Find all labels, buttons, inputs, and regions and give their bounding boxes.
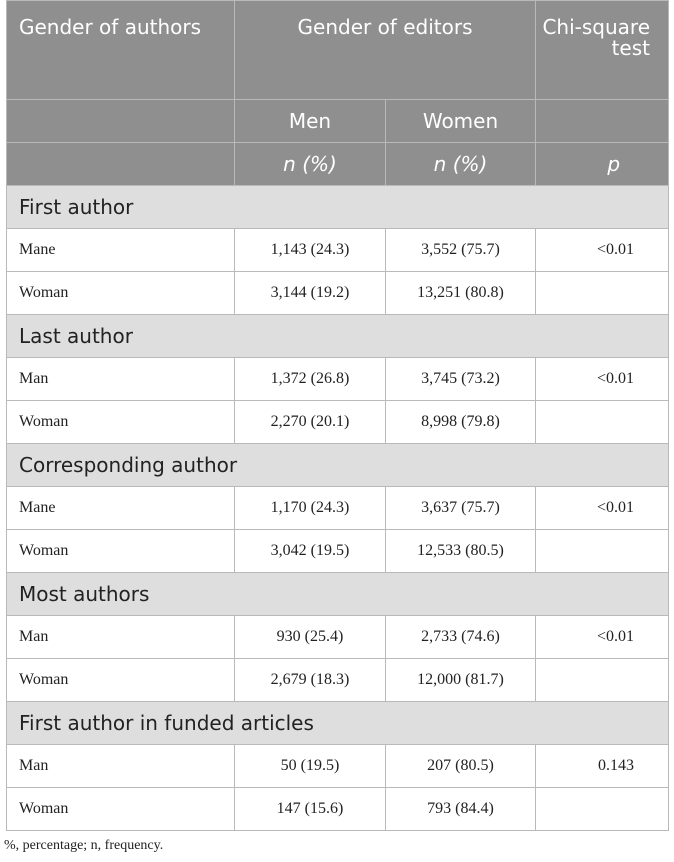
header-gender-of-editors: Gender of editors <box>233 0 537 100</box>
cell-women: 3,637 (75.7) <box>384 486 537 530</box>
header-n-pct-women: n (%) <box>384 142 537 186</box>
header-blank <box>6 142 235 186</box>
header-n-pct-men: n (%) <box>234 142 386 186</box>
row-label: Man <box>6 357 235 401</box>
cell-women: 3,745 (73.2) <box>384 357 537 401</box>
section-title: Corresponding author <box>5 443 670 487</box>
section-row: First author in funded articles <box>5 701 670 745</box>
cell-p-value: <0.01 <box>535 357 670 401</box>
cell-p-value: <0.01 <box>535 615 670 659</box>
table-footnote: %, percentage; n, frequency. <box>4 838 164 853</box>
cell-men: 2,270 (20.1) <box>234 400 386 444</box>
header-blank <box>6 99 235 143</box>
section-row: Corresponding author <box>5 443 670 487</box>
cell-men: 1,372 (26.8) <box>234 357 386 401</box>
cell-men: 147 (15.6) <box>234 787 386 831</box>
table-row: Woman 3,042 (19.5) 12,533 (80.5) <box>6 529 670 573</box>
table-row: Man 50 (19.5) 207 (80.5) 0.143 <box>6 744 670 788</box>
cell-men: 930 (25.4) <box>234 615 386 659</box>
cell-men: 1,170 (24.3) <box>234 486 386 530</box>
cell-p-value <box>535 271 670 315</box>
cell-men: 1,143 (24.3) <box>234 228 386 272</box>
cell-p-value: <0.01 <box>535 486 670 530</box>
header-chi-square-test: Chi-square test <box>535 0 670 100</box>
cell-men: 50 (19.5) <box>234 744 386 788</box>
table-row: Woman 2,679 (18.3) 12,000 (81.7) <box>6 658 670 702</box>
section-row: First author <box>5 185 670 229</box>
cell-women: 13,251 (80.8) <box>384 271 537 315</box>
table-body: First author Mane 1,143 (24.3) 3,552 (75.7)… <box>5 185 670 831</box>
cell-p-value: <0.01 <box>535 228 670 272</box>
row-label: Man <box>6 615 235 659</box>
row-label: Woman <box>6 529 235 573</box>
gender-table: Gender of authors Gender of editors Chi-… <box>5 0 670 831</box>
header-p: p <box>535 142 670 186</box>
row-label: Woman <box>6 400 235 444</box>
row-label: Man <box>6 744 235 788</box>
header-women: Women <box>384 99 537 143</box>
table-header: Gender of authors Gender of editors Chi-… <box>6 0 670 186</box>
row-label: Woman <box>6 271 235 315</box>
table-row: Mane 1,143 (24.3) 3,552 (75.7) <0.01 <box>6 228 670 272</box>
cell-p-value: 0.143 <box>535 744 670 788</box>
header-blank <box>535 99 670 143</box>
row-label: Mane <box>6 228 235 272</box>
table-row: Woman 147 (15.6) 793 (84.4) <box>6 787 670 831</box>
section-title: First author in funded articles <box>5 701 670 745</box>
cell-men: 3,042 (19.5) <box>234 529 386 573</box>
cell-p-value <box>535 400 670 444</box>
section-title: First author <box>5 185 670 229</box>
table-row: Man 930 (25.4) 2,733 (74.6) <0.01 <box>6 615 670 659</box>
cell-women: 3,552 (75.7) <box>384 228 537 272</box>
cell-men: 2,679 (18.3) <box>234 658 386 702</box>
section-row: Last author <box>5 314 670 358</box>
section-title: Most authors <box>5 572 670 616</box>
cell-women: 2,733 (74.6) <box>384 615 537 659</box>
header-gender-of-authors: Gender of authors <box>6 0 235 100</box>
row-label: Mane <box>6 486 235 530</box>
cell-men: 3,144 (19.2) <box>234 271 386 315</box>
cell-women: 12,533 (80.5) <box>384 529 537 573</box>
cell-p-value <box>535 787 670 831</box>
cell-women: 793 (84.4) <box>384 787 537 831</box>
cell-women: 207 (80.5) <box>384 744 537 788</box>
table-row: Woman 3,144 (19.2) 13,251 (80.8) <box>6 271 670 315</box>
cell-p-value <box>535 529 670 573</box>
cell-women: 12,000 (81.7) <box>384 658 537 702</box>
section-title: Last author <box>5 314 670 358</box>
row-label: Woman <box>6 787 235 831</box>
table-row: Woman 2,270 (20.1) 8,998 (79.8) <box>6 400 670 444</box>
section-row: Most authors <box>5 572 670 616</box>
header-men: Men <box>234 99 386 143</box>
table-container: Gender of authors Gender of editors Chi-… <box>5 0 670 831</box>
table-row: Man 1,372 (26.8) 3,745 (73.2) <0.01 <box>6 357 670 401</box>
row-label: Woman <box>6 658 235 702</box>
table-row: Mane 1,170 (24.3) 3,637 (75.7) <0.01 <box>6 486 670 530</box>
cell-women: 8,998 (79.8) <box>384 400 537 444</box>
cell-p-value <box>535 658 670 702</box>
